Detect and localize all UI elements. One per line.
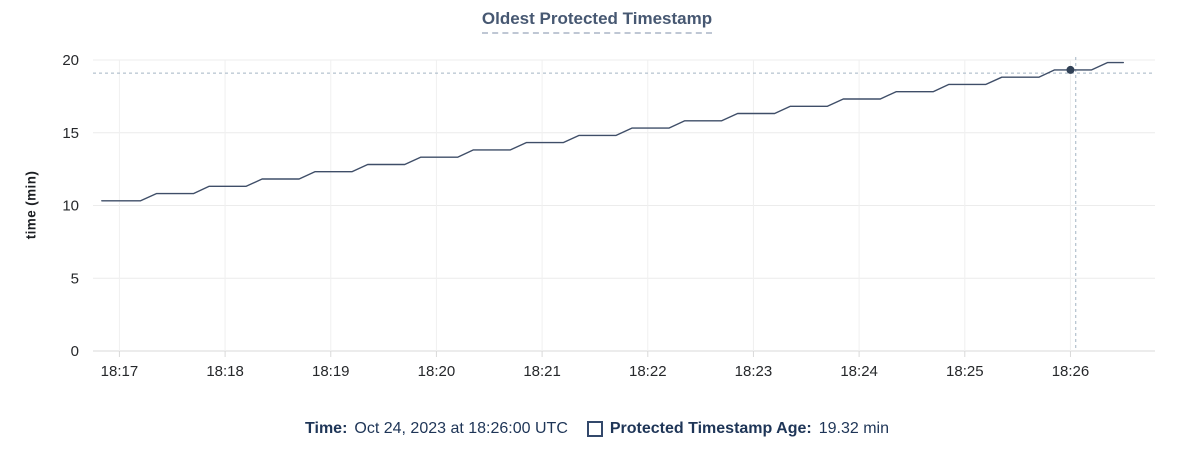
x-tick-label: 18:22	[629, 363, 667, 380]
x-tick-label: 18:20	[418, 363, 456, 380]
y-tick-label: 10	[62, 198, 79, 215]
series-line	[101, 61, 1125, 202]
y-tick-label: 15	[62, 125, 79, 142]
chart-title-row: Oldest Protected Timestamp	[0, 9, 1194, 34]
x-tick-label: 18:24	[840, 363, 878, 380]
series-value: 19.32 min	[818, 420, 889, 437]
time-value: Oct 24, 2023 at 18:26:00 UTC	[354, 420, 568, 437]
y-tick-label: 20	[62, 52, 79, 69]
time-label: Time:	[305, 420, 348, 437]
x-tick-label: 18:18	[206, 363, 244, 380]
x-tick-label: 18:25	[946, 363, 984, 380]
series-swatch-icon	[586, 421, 603, 437]
hover-legend: Time: Oct 24, 2023 at 18:26:00 UTC Prote…	[0, 420, 1194, 438]
y-tick-label: 5	[71, 270, 79, 287]
x-tick-label: 18:21	[523, 363, 561, 380]
hover-point	[1066, 65, 1075, 74]
y-tick-label: 0	[71, 343, 79, 360]
x-tick-label: 18:26	[1052, 363, 1090, 380]
series-label: Protected Timestamp Age:	[609, 420, 812, 437]
chart-canvas[interactable]: 0 5 10 15 20 18:17 18:18 18:19 18:20 18:21 18:22 18…	[0, 0, 1194, 400]
chart-title[interactable]: Oldest Protected Timestamp	[481, 9, 713, 34]
x-tick-label: 18:19	[312, 363, 350, 380]
x-tick-label: 18:17	[101, 363, 139, 380]
x-tick-label: 18:23	[735, 363, 773, 380]
